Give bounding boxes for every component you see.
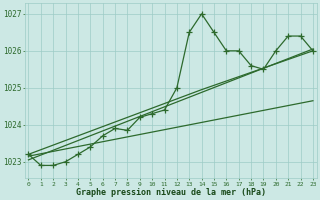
X-axis label: Graphe pression niveau de la mer (hPa): Graphe pression niveau de la mer (hPa) [76,188,266,197]
